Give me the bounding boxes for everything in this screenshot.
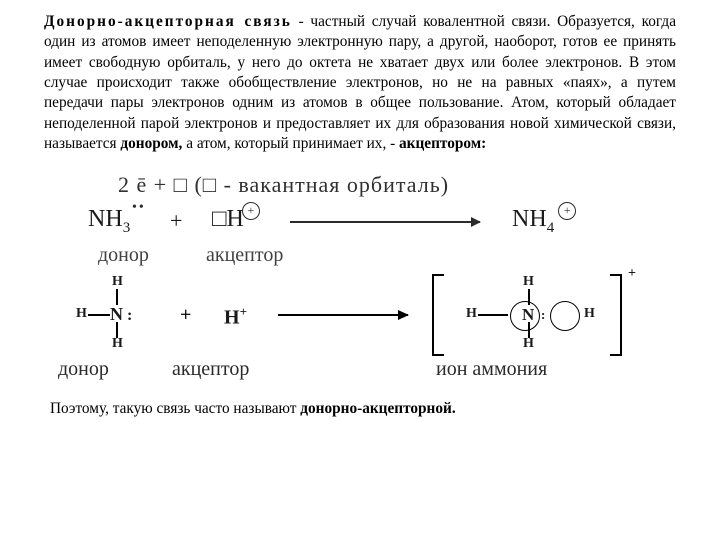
caption-acceptor-1: акцептор (206, 244, 283, 267)
orbital-circle-2 (550, 301, 580, 331)
empty-box: □ (212, 206, 227, 232)
caption-donor-2: донор (58, 358, 109, 381)
bond-up (116, 289, 118, 305)
paragraph-mid: а атом, который принимает их, - (182, 135, 399, 152)
bracket-right (610, 274, 622, 356)
atom-H: H (105, 206, 122, 232)
acceptor-word: акцептором: (399, 135, 486, 152)
vacant-orbital-line: 2 ē + □ (□ - вакантная орбиталь) (44, 172, 676, 198)
plus-sign-1: + (170, 208, 182, 234)
H-left: H (76, 306, 87, 322)
H-letter: H (224, 307, 240, 329)
atom-N: N (88, 206, 105, 232)
lewis-nh3: H H N : H (76, 274, 156, 352)
main-paragraph: Донорно-акцепторная связь - частный случ… (44, 12, 676, 154)
atom-H-2: H (529, 206, 546, 232)
H-up: H (112, 274, 123, 290)
bracket-left (432, 274, 444, 356)
reaction-diagram: 2 ē + □ (□ - вакантная орбиталь) •• NH3 … (44, 172, 676, 384)
ion-H-up: H (523, 274, 534, 290)
reaction-arrow-2 (278, 314, 408, 316)
circled-plus-icon: + (242, 202, 260, 220)
ammonium-ion-lewis: H H N : H H (450, 274, 608, 352)
paragraph-body: - частный случай ковалентной связи. Обра… (44, 13, 676, 152)
caption-ion: ион аммония (436, 358, 547, 381)
title-phrase: Донорно-акцепторная связь (44, 13, 292, 30)
H-down: H (112, 336, 123, 352)
ion-bond-left (478, 314, 508, 316)
subscript-3: 3 (123, 220, 131, 236)
lewis-row: H H N : H + H+ + H H (44, 274, 676, 360)
bracket-plus: + (628, 266, 636, 282)
closing-lead: Поэтому, такую связь часто называют (50, 400, 300, 417)
caption-donor-1: донор (98, 244, 149, 267)
lone-pair-dots: •• (132, 200, 146, 216)
document-page: Донорно-акцепторная связь - частный случ… (0, 0, 720, 418)
closing-bold: донорно-акцепторной. (300, 400, 455, 417)
reaction-arrow-1 (290, 221, 480, 223)
donor-word: донором, (120, 135, 182, 152)
H-plus-ion: H+ (224, 304, 247, 330)
caption-row-2: донор акцептор ион аммония (44, 358, 676, 384)
lone-pair-colon: : (127, 307, 131, 325)
bond-left (88, 314, 110, 316)
atom-N-2: N (512, 206, 529, 232)
ion-H-down: H (523, 336, 534, 352)
plus-superscript: + (240, 304, 247, 319)
acceptor-box-H: □H+ (212, 206, 262, 233)
equation-row: •• NH3 + □H+ NH4 + (44, 204, 676, 244)
circled-plus-icon-2: + (558, 202, 576, 220)
shared-pair-dots: : (541, 307, 544, 323)
plus-sign-2: + (180, 304, 191, 327)
nh3-molecule: •• NH3 (88, 206, 130, 237)
ammonium-bracket: + H H N : H H (432, 272, 622, 358)
caption-row-1: донор акцептор (44, 244, 676, 272)
ion-H-left: H (466, 306, 477, 322)
closing-paragraph: Поэтому, такую связь часто называют доно… (44, 400, 676, 418)
caption-acceptor-2: акцептор (172, 358, 249, 381)
nh4-product: NH4 + (512, 206, 578, 237)
subscript-4: 4 (547, 220, 555, 236)
ion-H-right: H (584, 306, 595, 322)
